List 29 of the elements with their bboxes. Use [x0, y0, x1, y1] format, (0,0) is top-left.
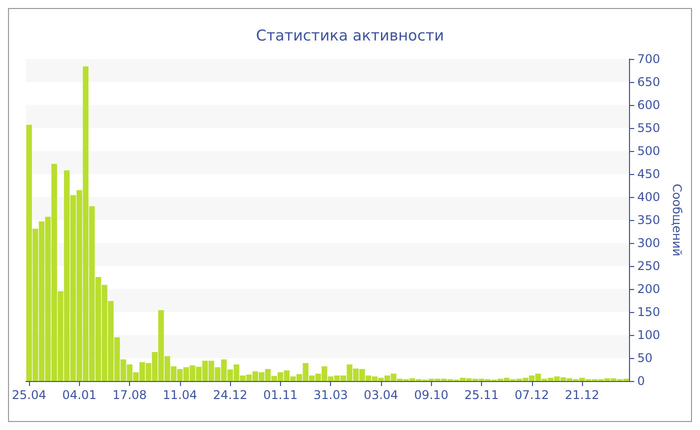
x-tick-label: 17.08 [112, 388, 147, 402]
chart-title: Статистика активности [256, 26, 444, 44]
y-tick-label: 150 [637, 305, 660, 319]
y-tick-label: 650 [637, 75, 660, 89]
x-tick-label: 21.12 [564, 388, 600, 402]
x-tick-label: 25.11 [464, 388, 499, 402]
x-tick-label: 04.01 [62, 388, 97, 402]
x-tick-label: 07.12 [514, 388, 549, 402]
y-tick-label: 50 [637, 351, 652, 365]
y-tick-label: 250 [637, 259, 660, 273]
y-tick-label: 200 [637, 282, 660, 296]
x-tick-label: 11.04 [162, 388, 198, 402]
y-tick-label: 500 [637, 144, 660, 158]
y-tick-label: 600 [637, 98, 660, 112]
y-tick-label: 450 [637, 167, 660, 181]
x-tick-label: 24.12 [212, 388, 248, 402]
y-tick-label: 550 [637, 121, 660, 135]
y-tick-label: 350 [637, 213, 660, 227]
y-tick-label: 100 [637, 328, 660, 342]
y-tick-label: 300 [637, 236, 660, 250]
y-tick-label: 700 [637, 52, 660, 66]
y-axis-title: Сообщений [670, 184, 684, 256]
x-tick-label: 31.03 [314, 388, 348, 402]
y-tick-label: 400 [637, 190, 660, 204]
x-tick-label: 09.10 [414, 388, 448, 402]
x-tick-label: 03.04 [364, 388, 398, 402]
y-tick-label: 0 [637, 374, 645, 388]
x-tick-label: 01.11 [263, 388, 298, 402]
x-tick-label: 25.04 [12, 388, 46, 402]
